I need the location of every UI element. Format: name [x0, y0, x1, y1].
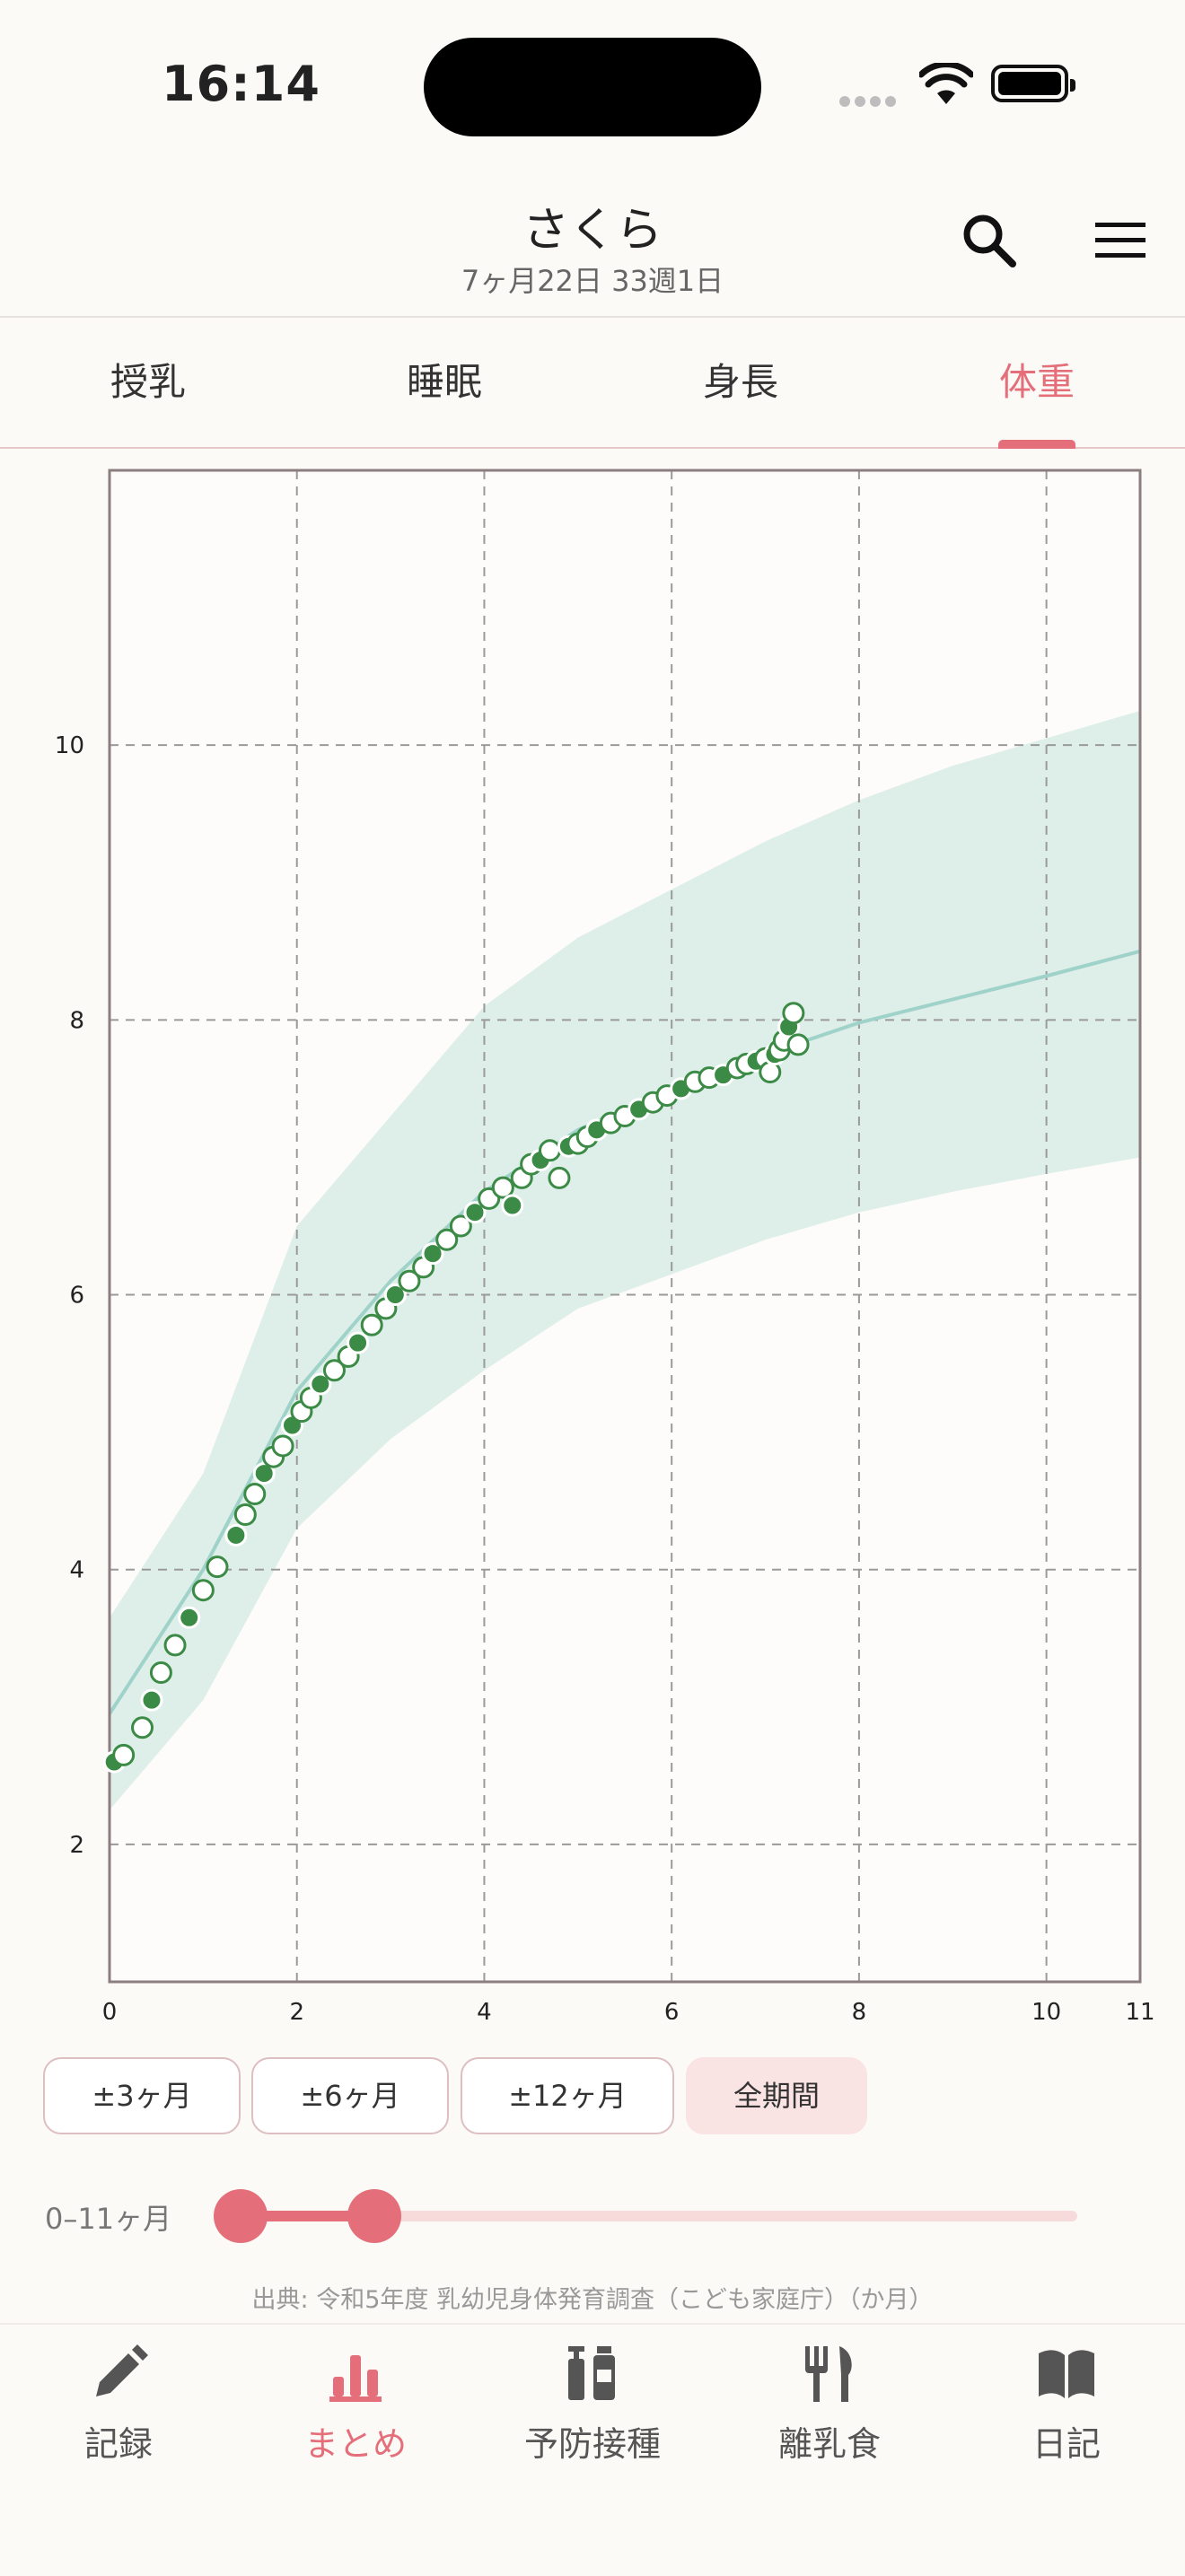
x-tick-label: 11 — [1125, 1999, 1154, 2020]
nav-diary-label: 日記 — [1031, 2424, 1101, 2464]
status-time: 16:14 — [162, 56, 320, 112]
data-point — [398, 1269, 421, 1292]
data-point — [191, 1579, 215, 1602]
active-tab-indicator — [998, 440, 1075, 449]
data-point — [163, 1634, 187, 1657]
x-tick-label: 10 — [1031, 1999, 1061, 2020]
fork-knife-icon — [805, 2346, 852, 2402]
nav-record[interactable]: 記録 — [0, 2325, 237, 2504]
x-tick-label: 0 — [102, 1999, 118, 2020]
data-point — [224, 1523, 248, 1546]
data-point — [782, 1002, 805, 1025]
x-tick-label: 8 — [852, 1999, 867, 2020]
vaccine-icon — [568, 2346, 615, 2400]
tab-weight[interactable]: 体重 — [998, 360, 1075, 404]
nav-diary[interactable]: 日記 — [948, 2325, 1185, 2504]
nav-summary-label: まとめ — [303, 2424, 407, 2464]
book-icon — [1039, 2350, 1094, 2398]
data-point — [252, 1462, 276, 1485]
dynamic-island — [424, 38, 761, 136]
data-point — [421, 1242, 444, 1266]
y-tick-label: 4 — [69, 1557, 84, 1584]
nav-summary[interactable]: まとめ — [237, 2325, 474, 2504]
source-note: 出典: 令和5年度 乳幼児身体発育調査（こども家庭庁）（か月） — [251, 2286, 934, 2314]
summary-tabs: 授乳 睡眠 身長 体重 — [0, 316, 1185, 449]
x-tick-label: 6 — [664, 1999, 680, 2020]
range-3-months-button[interactable]: ±3ヶ月 — [43, 2057, 241, 2134]
y-tick-label: 2 — [69, 1832, 84, 1859]
tab-height[interactable]: 身長 — [702, 360, 778, 404]
nav-record-label: 記録 — [83, 2424, 153, 2464]
plot-frame — [108, 469, 1142, 1984]
data-point — [449, 1214, 472, 1238]
nav-vaccination-label: 予防接種 — [523, 2424, 661, 2464]
data-point — [435, 1228, 459, 1251]
bar-chart-icon — [329, 2355, 382, 2402]
data-point — [463, 1201, 487, 1224]
cellular-signal-icon — [839, 93, 900, 110]
weight-growth-chart[interactable]: 0 2 4 6 8 10 11 2 4 6 8 10 — [0, 449, 1185, 2020]
reference-band — [110, 710, 1140, 1810]
range-6-months-button[interactable]: ±6ヶ月 — [251, 2057, 449, 2134]
tab-sleep[interactable]: 睡眠 — [406, 360, 482, 404]
x-tick-label: 4 — [477, 1999, 492, 2020]
battery-icon — [991, 65, 1075, 102]
child-age-subtitle: 7ヶ月22日 33週1日 — [461, 264, 724, 298]
data-point — [548, 1166, 571, 1189]
range-slider-fill — [241, 2211, 375, 2221]
data-point — [140, 1688, 163, 1712]
data-point — [491, 1176, 514, 1199]
pencil-icon — [96, 2344, 148, 2396]
nav-vaccination[interactable]: 予防接種 — [474, 2325, 711, 2504]
data-point — [786, 1033, 810, 1056]
data-point — [243, 1483, 267, 1506]
data-point — [322, 1359, 346, 1382]
y-tick-label: 8 — [69, 1007, 84, 1034]
x-tick-label: 2 — [289, 1999, 304, 2020]
data-point — [178, 1606, 201, 1629]
data-point — [501, 1194, 524, 1217]
wifi-icon — [919, 63, 973, 104]
data-point — [233, 1503, 257, 1526]
range-slider-track[interactable] — [241, 2211, 1077, 2221]
child-name-title: さくら — [522, 204, 663, 258]
range-slider-start-thumb[interactable] — [214, 2189, 268, 2243]
bottom-nav: 記録 まとめ 予防接種 離乳食 — [0, 2323, 1185, 2576]
data-point — [271, 1434, 294, 1458]
data-point — [360, 1313, 383, 1336]
y-tick-label: 10 — [55, 732, 84, 759]
data-point — [383, 1284, 407, 1307]
range-12-months-button[interactable]: ±12ヶ月 — [461, 2057, 674, 2134]
data-point — [131, 1716, 154, 1739]
data-point — [206, 1555, 229, 1579]
range-slider-end-thumb[interactable] — [347, 2189, 402, 2243]
range-all-button[interactable]: 全期間 — [686, 2057, 867, 2134]
y-tick-label: 6 — [69, 1283, 84, 1310]
range-label: 0–11ヶ月 — [45, 2202, 172, 2236]
nav-baby-food-label: 離乳食 — [777, 2424, 881, 2464]
data-point — [539, 1139, 562, 1162]
data-point — [149, 1661, 172, 1685]
data-point — [309, 1372, 332, 1396]
search-icon[interactable] — [961, 212, 1018, 269]
tab-feeding[interactable]: 授乳 — [110, 360, 186, 404]
menu-icon[interactable] — [1093, 219, 1147, 262]
nav-baby-food[interactable]: 離乳食 — [711, 2325, 948, 2504]
data-point — [112, 1743, 136, 1766]
data-point — [347, 1331, 370, 1354]
